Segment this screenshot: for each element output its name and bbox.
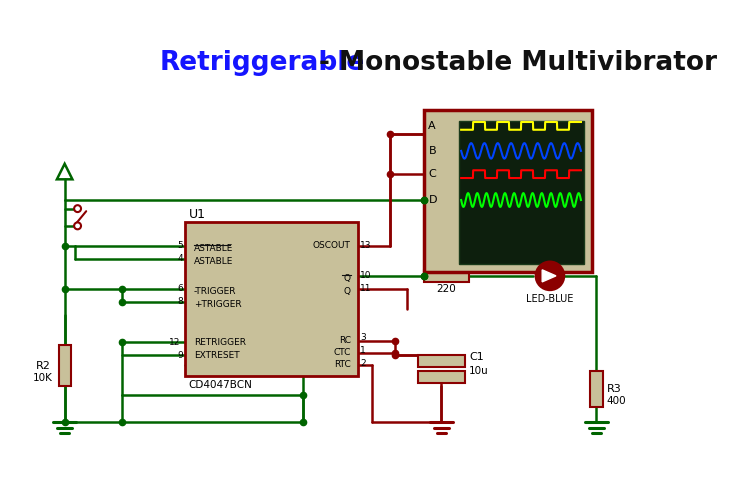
Text: 3: 3	[360, 334, 366, 342]
Text: LED-BLUE: LED-BLUE	[526, 294, 574, 304]
Text: Retriggerable: Retriggerable	[160, 50, 364, 76]
Text: 11: 11	[360, 284, 372, 294]
Circle shape	[74, 222, 81, 230]
Text: C1: C1	[469, 352, 484, 362]
Text: D: D	[428, 195, 437, 205]
Text: 6: 6	[177, 284, 183, 294]
Polygon shape	[542, 270, 556, 282]
Text: ASTABLE: ASTABLE	[194, 256, 233, 266]
Text: 1: 1	[360, 346, 366, 356]
Text: Q: Q	[344, 274, 351, 283]
Text: CD4047BCN: CD4047BCN	[189, 380, 253, 390]
Text: CTC: CTC	[334, 348, 351, 357]
Text: D1: D1	[542, 248, 558, 262]
Bar	[424, 270, 469, 282]
Text: RC: RC	[339, 336, 351, 345]
Text: 10K: 10K	[33, 372, 53, 382]
Bar	[418, 370, 466, 382]
Bar	[58, 345, 70, 386]
Text: A: A	[428, 121, 436, 131]
Text: 2: 2	[360, 360, 366, 368]
Bar	[458, 120, 584, 264]
Bar	[418, 355, 466, 367]
Text: 9: 9	[177, 350, 183, 360]
Circle shape	[536, 262, 564, 289]
Bar	[590, 370, 602, 407]
Text: 400: 400	[607, 396, 626, 406]
Text: 10u: 10u	[469, 366, 489, 376]
Bar	[185, 222, 358, 376]
Bar	[424, 110, 592, 272]
Text: -TRIGGER: -TRIGGER	[194, 287, 236, 296]
Text: +TRIGGER: +TRIGGER	[194, 300, 242, 309]
Text: 10: 10	[360, 272, 372, 280]
Text: 13: 13	[360, 241, 372, 250]
Text: EXTRESET: EXTRESET	[194, 350, 239, 360]
Text: R2: R2	[36, 360, 50, 370]
Text: 4: 4	[177, 254, 183, 263]
Text: ASTABLE: ASTABLE	[194, 244, 233, 253]
Text: C: C	[428, 169, 436, 179]
Text: R1: R1	[439, 254, 454, 264]
Text: - Monostable Multivibrator: - Monostable Multivibrator	[319, 50, 717, 76]
Text: 8: 8	[177, 297, 183, 306]
Text: R3: R3	[607, 384, 622, 394]
Text: Q: Q	[344, 287, 351, 296]
Text: B: B	[428, 146, 436, 156]
Text: 220: 220	[436, 284, 456, 294]
Text: U1: U1	[189, 208, 206, 221]
Text: RTC: RTC	[334, 360, 351, 369]
Text: 12: 12	[169, 338, 180, 346]
Text: OSCOUT: OSCOUT	[313, 241, 351, 250]
Text: RETRIGGER: RETRIGGER	[194, 338, 246, 346]
Text: 5: 5	[177, 241, 183, 250]
Circle shape	[74, 205, 81, 212]
